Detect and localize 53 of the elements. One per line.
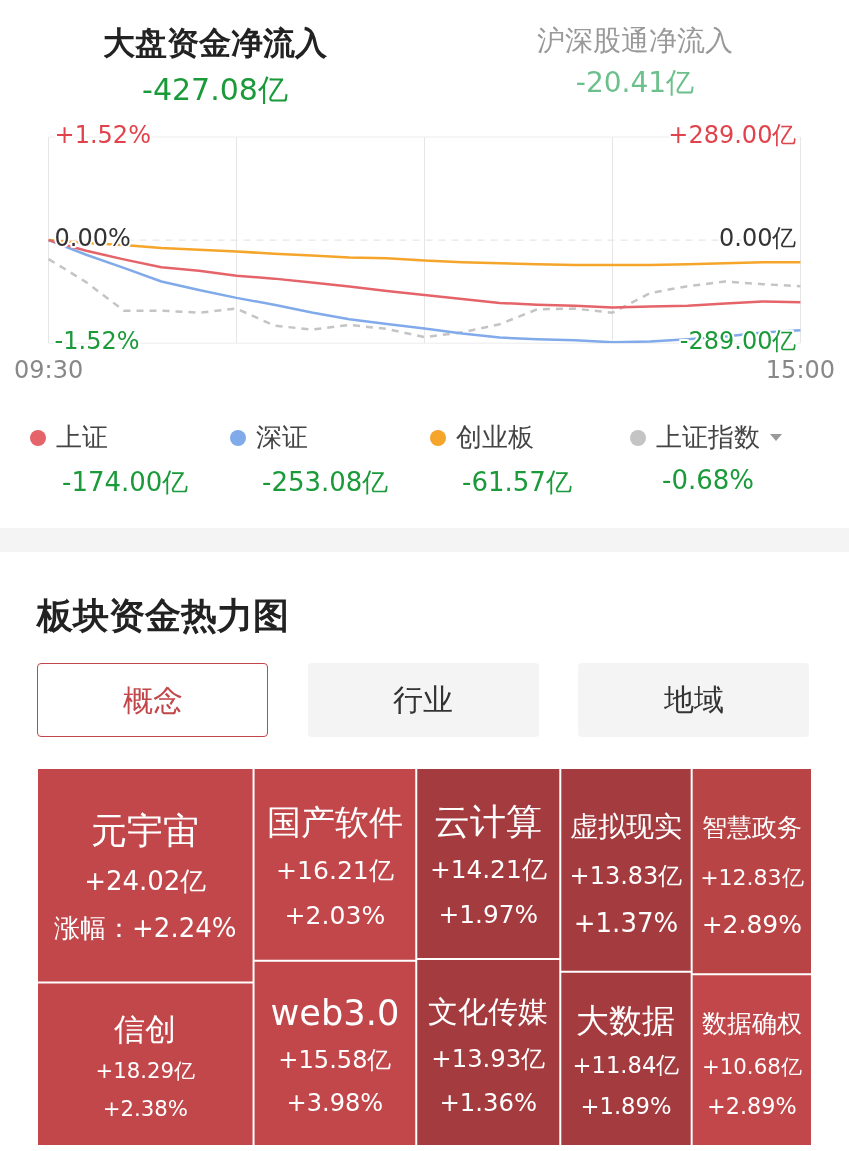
data-label: +1.89%: [580, 1092, 672, 1119]
text: 地域: [578, 663, 809, 737]
data-label: +15.58亿: [278, 1045, 392, 1074]
category-label: 信创: [114, 1010, 177, 1047]
data-label: +11.84亿: [572, 1051, 680, 1078]
y2-tick-label: +289.00亿: [668, 121, 797, 150]
data-label: +2.89%: [701, 909, 803, 939]
text: -174.00亿: [61, 466, 190, 499]
data-label: +13.83亿: [569, 862, 683, 891]
data-label: +24.02亿: [84, 866, 207, 897]
chart-subtitle: -427.08亿: [141, 71, 289, 109]
x-tick-label: 09:30: [14, 355, 84, 384]
data-label: +2.03%: [284, 901, 386, 931]
data-label: +14.21亿: [429, 854, 547, 884]
text: 概念: [37, 663, 268, 737]
chart-title: 大盘资金净流入: [102, 23, 328, 64]
text: 板块资金热力图: [37, 594, 289, 638]
legend-label: 上证指数: [655, 421, 761, 454]
category-label: 智慧政务: [701, 813, 802, 843]
text: -0.68%: [661, 465, 755, 495]
data-label: +2.89%: [707, 1093, 797, 1120]
data-label: +16.21亿: [276, 855, 394, 885]
category-label: 虚拟现实: [569, 809, 682, 843]
legend-label: 深证: [255, 421, 309, 454]
category-label: web3.0: [270, 991, 400, 1033]
category-label: 元宇宙: [91, 810, 200, 852]
text: -20.41亿: [574, 65, 696, 101]
category-label: 国产软件: [266, 801, 403, 842]
data-label: +13.93亿: [431, 1043, 546, 1073]
category-label: 文化传媒: [428, 994, 549, 1029]
y-tick-label: -1.52%: [54, 327, 140, 356]
text: -61.57亿: [461, 466, 573, 499]
category-label: 云计算: [434, 800, 543, 842]
data-label: +3.98%: [286, 1089, 384, 1118]
text: 沪深股通净流入: [536, 23, 734, 59]
y2-tick-label: 0.00亿: [718, 224, 797, 253]
category-label: 大数据: [576, 1001, 676, 1041]
data-label: +2.38%: [102, 1096, 188, 1122]
data-label: +10.68亿: [701, 1053, 802, 1079]
legend-label: 上证: [55, 421, 109, 454]
category-label: 数据确权: [701, 1009, 802, 1039]
data-label: +18.29亿: [95, 1057, 196, 1083]
y2-tick-label: -289.00亿: [679, 327, 797, 356]
text: -253.08亿: [261, 466, 390, 499]
data-label: +1.97%: [438, 899, 539, 929]
x-tick-label: 15:00: [765, 355, 835, 384]
y-tick-label: +1.52%: [54, 121, 151, 150]
data-label: +12.83亿: [700, 864, 804, 890]
data-label: +1.37%: [573, 907, 679, 938]
text: 行业: [307, 663, 539, 737]
legend-label: 创业板: [455, 421, 535, 454]
data-label: +1.36%: [439, 1087, 538, 1117]
data-label: 涨幅：+2.24%: [54, 912, 237, 943]
